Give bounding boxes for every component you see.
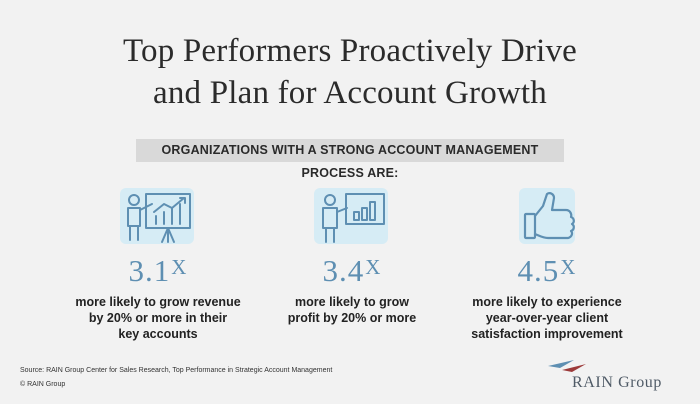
rain-logo-mark-icon xyxy=(548,360,586,372)
source-note: Source: RAIN Group Center for Sales Rese… xyxy=(20,367,333,374)
stat-value: 3.1 xyxy=(128,253,171,288)
stat-description-line: satisfaction improvement xyxy=(471,327,623,341)
stat-description-line: by 20% or more in their xyxy=(88,311,228,325)
thumbs-up-icon xyxy=(519,188,575,244)
stat-value: 4.5 xyxy=(517,253,560,288)
page-title: Top Performers Proactively Drive and Pla… xyxy=(0,30,700,114)
rain-group-logo: RAIN Group xyxy=(548,358,684,394)
stat-description: more likely to grow revenue by 20% or mo… xyxy=(63,294,253,342)
title-line-1: Top Performers Proactively Drive xyxy=(122,33,578,69)
stat-satisfaction: 4.5X more likely to experience year-over… xyxy=(452,186,642,342)
title-line-2: and Plan for Account Growth xyxy=(153,75,547,111)
stat-description-line: more likely to experience xyxy=(472,295,622,309)
presenter-chart-icon xyxy=(120,188,194,244)
stat-description-line: profit by 20% or more xyxy=(287,311,417,325)
stat-description-line: more likely to grow xyxy=(295,295,409,309)
stat-suffix: X xyxy=(560,255,577,279)
stat-multiplier: 3.4X xyxy=(257,250,447,288)
stat-description-line: more likely to grow revenue xyxy=(75,295,241,309)
subtitle-banner: ORGANIZATIONS WITH A STRONG ACCOUNT MANA… xyxy=(136,139,564,180)
stat-description-line: year-over-year client xyxy=(485,311,609,325)
stat-suffix: X xyxy=(365,255,382,279)
stat-multiplier: 3.1X xyxy=(63,250,253,288)
stat-multiplier: 4.5X xyxy=(452,250,642,288)
stat-description: more likely to grow profit by 20% or mor… xyxy=(257,294,447,326)
copyright-note: © RAIN Group xyxy=(20,381,66,388)
stat-revenue: 3.1X more likely to grow revenue by 20% … xyxy=(63,186,253,342)
stat-profit: 3.4X more likely to grow profit by 20% o… xyxy=(257,186,447,326)
presenter-board-icon xyxy=(314,188,388,244)
stat-description: more likely to experience year-over-year… xyxy=(452,294,642,342)
stat-value: 3.4 xyxy=(322,253,365,288)
stat-suffix: X xyxy=(171,255,188,279)
stat-description-line: key accounts xyxy=(118,327,198,341)
logo-text: RAIN Group xyxy=(572,374,662,391)
